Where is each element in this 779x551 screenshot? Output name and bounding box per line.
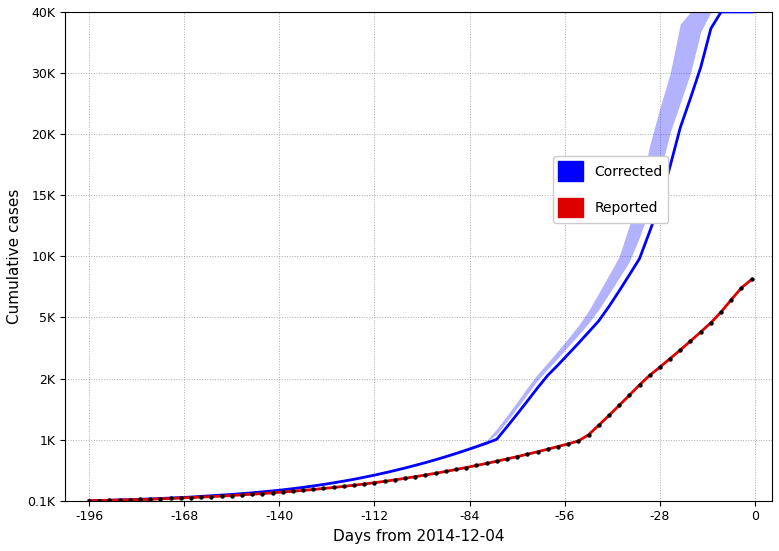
Point	[114, 495, 126, 504]
Point	[694, 328, 707, 337]
Point	[164, 494, 177, 503]
Point	[572, 436, 584, 445]
Y-axis label: Cumulative cases: Cumulative cases	[7, 188, 22, 324]
Point	[449, 465, 462, 474]
Point	[93, 496, 105, 505]
Point	[684, 337, 696, 345]
Point	[746, 275, 758, 284]
Point	[205, 492, 217, 501]
Point	[195, 493, 207, 501]
Point	[368, 478, 381, 487]
Point	[337, 482, 350, 491]
Point	[399, 474, 411, 483]
Point	[358, 479, 371, 488]
Point	[705, 318, 717, 327]
Point	[287, 487, 299, 496]
Point	[124, 495, 136, 504]
Point	[552, 442, 564, 451]
Point	[633, 380, 646, 389]
Point	[236, 490, 249, 499]
Point	[491, 457, 503, 466]
Point	[266, 488, 279, 497]
Point	[174, 494, 187, 503]
Point	[460, 463, 472, 472]
Point	[154, 494, 167, 503]
Point	[593, 421, 605, 430]
Point	[725, 295, 738, 304]
Point	[429, 469, 442, 478]
Point	[307, 485, 319, 494]
Point	[735, 283, 748, 292]
Point	[664, 354, 676, 363]
Point	[134, 495, 146, 504]
Point	[83, 496, 95, 505]
Point	[471, 461, 483, 470]
Point	[144, 495, 157, 504]
Point	[541, 445, 554, 453]
Point	[277, 488, 289, 496]
Point	[103, 496, 115, 505]
Point	[562, 440, 574, 449]
Point	[348, 481, 361, 490]
Point	[327, 483, 340, 492]
Point	[603, 411, 615, 420]
Point	[583, 430, 595, 439]
Point	[225, 491, 238, 500]
Point	[613, 401, 626, 410]
Point	[409, 472, 421, 481]
Point	[674, 345, 686, 354]
Point	[643, 371, 656, 380]
Point	[511, 452, 523, 461]
Point	[501, 455, 513, 463]
Point	[439, 467, 452, 476]
Point	[419, 471, 432, 479]
Point	[531, 447, 544, 456]
Point	[389, 476, 401, 484]
Point	[297, 486, 309, 495]
X-axis label: Days from 2014-12-04: Days from 2014-12-04	[333, 529, 504, 544]
Point	[246, 490, 259, 499]
Point	[623, 391, 636, 399]
Point	[256, 489, 269, 498]
Point	[521, 450, 534, 458]
Point	[215, 491, 227, 500]
Point	[317, 484, 330, 493]
Point	[654, 363, 666, 371]
Legend: Corrected, Reported: Corrected, Reported	[553, 156, 668, 223]
Point	[379, 477, 391, 486]
Point	[715, 307, 728, 316]
Point	[481, 459, 493, 468]
Point	[185, 493, 197, 502]
